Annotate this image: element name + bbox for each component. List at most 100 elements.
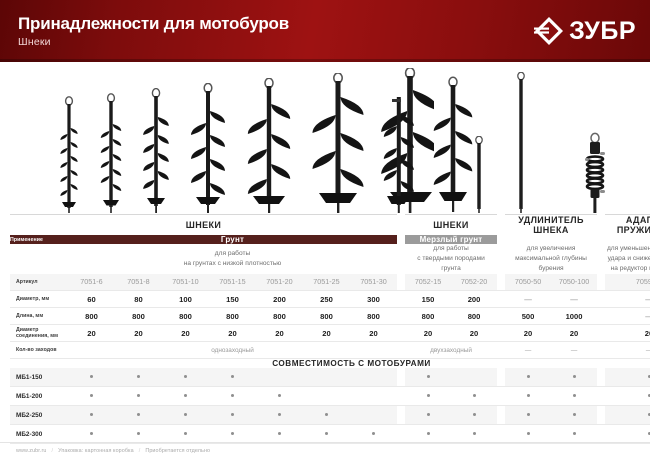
cell-threads-ext-50: —	[505, 341, 552, 360]
cell-diameter-8: 200	[451, 290, 498, 309]
footer-sep-1: /	[51, 448, 54, 454]
compat-title: СОВМЕСТИМОСТЬ С МОТОБУРАМИ	[272, 359, 431, 369]
compat-model-1: МБ1-200	[10, 386, 68, 407]
row-label-joint-l1: Диаметр	[16, 326, 39, 333]
compat-model-2: МБ2-250	[10, 405, 68, 426]
compat-dot	[526, 413, 530, 417]
compat-cell	[115, 368, 162, 388]
cell-threads-soft: однозаходный	[68, 341, 398, 360]
row-label-article: Артикул	[10, 273, 68, 292]
gap-a2	[497, 273, 506, 292]
cell-diameter-9: —	[505, 290, 552, 309]
product-group-augers-soft	[52, 68, 434, 214]
soil-bar-row: Применение Грунт Мерзлый грунт	[10, 235, 650, 244]
compat-cell	[551, 386, 598, 407]
compat-cell	[115, 405, 162, 426]
cell-length-1: 800	[115, 307, 162, 326]
cell-diameter-1: 80	[115, 290, 162, 309]
gap-d3	[597, 290, 606, 309]
spacer-5	[497, 235, 505, 244]
gap-j2	[497, 324, 506, 343]
compat-cell	[162, 368, 209, 388]
compat-dot	[137, 394, 140, 398]
compat-dot	[325, 413, 328, 417]
page-subtitle: Шнеки	[18, 36, 51, 49]
compat-dot	[647, 432, 650, 436]
usage-frozen-l1: для работы	[433, 245, 469, 252]
cell-length-6: 800	[350, 307, 398, 326]
compat-cell	[68, 386, 115, 407]
cell-article-2: 7051-10	[162, 273, 209, 292]
cell-threads-frozen: двухзаходный	[405, 341, 498, 360]
compat-dot	[231, 394, 234, 398]
compat-dot	[647, 413, 650, 417]
compat-dot	[231, 413, 234, 417]
compat-dot	[572, 413, 576, 417]
compat-cell	[303, 424, 350, 445]
gap-a3	[597, 273, 606, 292]
compat-dot	[426, 394, 430, 398]
compat-cell	[405, 405, 452, 426]
compat-cell	[451, 405, 498, 426]
auger-image-frozen-150	[378, 83, 420, 214]
spacer-8	[605, 235, 650, 244]
gap-c1	[397, 368, 406, 388]
footer-sep-2: /	[138, 448, 141, 454]
spec-row-joint: Диаметр соединения, мм 20 20 20 20 20 20…	[10, 324, 650, 343]
compat-dot	[372, 432, 375, 436]
compat-cell	[303, 368, 350, 388]
gap-c3	[597, 368, 606, 388]
compat-dot	[90, 394, 93, 398]
cell-threads-adapter: —	[605, 341, 650, 360]
brand-logo: ЗУБР	[534, 16, 636, 46]
cell-length-2: 800	[162, 307, 209, 326]
footer-site[interactable]: www.zubr.ru	[16, 448, 47, 454]
compat-cell	[350, 424, 398, 445]
usage-empty	[10, 244, 68, 274]
cell-length-0: 800	[68, 307, 115, 326]
compat-cell	[605, 368, 650, 388]
gap-l2	[497, 307, 506, 326]
auger-image-150	[183, 83, 233, 214]
zubr-diamond-icon	[534, 16, 564, 46]
cell-joint-0: 20	[68, 324, 115, 343]
usage-augers-frozen: для работы с твердыми породами грунта	[405, 244, 497, 274]
spacer-7	[597, 235, 605, 244]
brand-name: ЗУБР	[569, 16, 636, 45]
spec-row-length: Длина, мм 800 800 800 800 800 800 800 80…	[10, 307, 650, 326]
usage-augers-soft: для работы на грунтах с низкой плотность…	[68, 244, 397, 274]
cell-joint-10: 20	[551, 324, 598, 343]
compat-cell	[405, 386, 452, 407]
compat-cell	[605, 424, 650, 445]
page-title: Принадлежности для мотобуров	[18, 13, 289, 33]
table-row: МБ1-150	[10, 368, 650, 388]
product-group-augers-frozen	[378, 76, 480, 214]
compat-cell	[605, 386, 650, 407]
cell-diameter-6: 300	[350, 290, 398, 309]
compat-dot	[426, 375, 430, 379]
gap-c2	[497, 368, 506, 388]
cell-joint-7: 20	[405, 324, 452, 343]
row-label-joint: Диаметр соединения, мм	[10, 324, 68, 343]
cell-joint-8: 20	[451, 324, 498, 343]
compat-dot	[426, 432, 430, 436]
usage-frozen-l2: с твердыми породами	[417, 254, 485, 262]
header-titles: Принадлежности для мотобуров Шнеки	[18, 14, 289, 49]
compat-cell	[551, 424, 598, 445]
gap-j1	[397, 324, 406, 343]
cell-length-3: 800	[209, 307, 256, 326]
gap-c4	[397, 386, 406, 407]
cell-diameter-11: —	[605, 290, 650, 309]
compat-dot	[90, 413, 93, 417]
compat-cell	[451, 424, 498, 445]
auger-image-80	[93, 93, 129, 214]
compat-dot	[278, 432, 281, 436]
spacer-4	[397, 235, 405, 244]
compat-cell	[605, 405, 650, 426]
usage-frozen-l3: грунта	[441, 264, 461, 272]
compat-cell	[350, 386, 398, 407]
cell-joint-3: 20	[209, 324, 256, 343]
cell-joint-6: 20	[350, 324, 398, 343]
usage-ext-l3: бурения	[538, 264, 564, 272]
